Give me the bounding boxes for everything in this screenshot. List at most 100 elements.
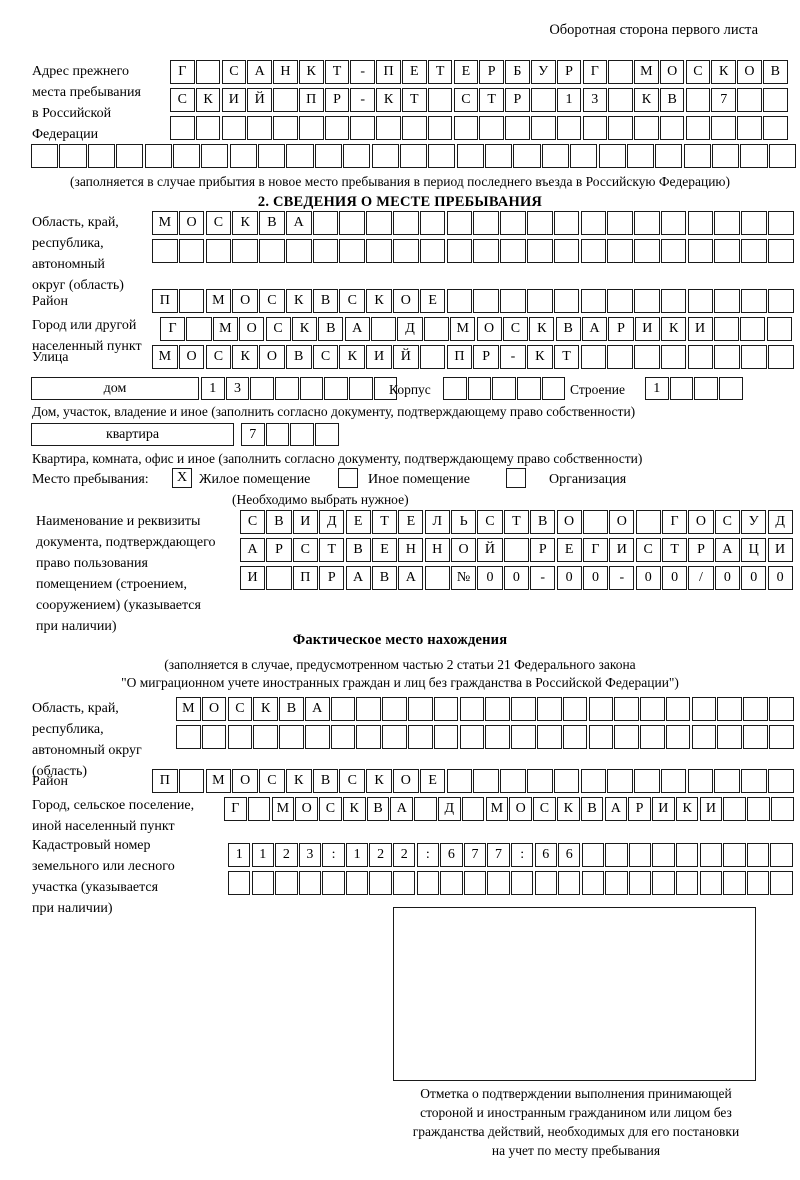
char-cell[interactable]: [286, 144, 314, 168]
char-cell[interactable]: 1: [251, 843, 274, 867]
char-cell[interactable]: [582, 510, 609, 534]
char-cell[interactable]: А: [285, 211, 312, 235]
char-cell[interactable]: [433, 697, 459, 721]
char-cell[interactable]: [324, 116, 350, 140]
char-cell[interactable]: М: [205, 769, 232, 793]
char-cell[interactable]: [687, 239, 714, 263]
char-cell[interactable]: [330, 725, 356, 749]
char-cell[interactable]: [553, 239, 580, 263]
char-cell[interactable]: М: [176, 697, 201, 721]
char-cell[interactable]: Л: [424, 510, 450, 534]
char-cell[interactable]: 1: [556, 88, 582, 112]
char-cell[interactable]: Г: [170, 60, 195, 84]
char-cell[interactable]: :: [416, 843, 440, 867]
char-cell[interactable]: Й: [477, 538, 503, 562]
s3-region-row-2[interactable]: [176, 725, 794, 749]
char-cell[interactable]: В: [312, 289, 339, 313]
char-cell[interactable]: [408, 697, 433, 721]
char-cell[interactable]: 2: [275, 843, 298, 867]
char-cell[interactable]: [683, 144, 711, 168]
char-cell[interactable]: [669, 377, 694, 400]
char-cell[interactable]: А: [304, 697, 330, 721]
char-cell[interactable]: :: [510, 843, 534, 867]
char-cell[interactable]: К: [285, 289, 312, 313]
char-cell[interactable]: [221, 116, 247, 140]
char-cell[interactable]: К: [529, 317, 555, 341]
char-cell[interactable]: О: [737, 60, 762, 84]
char-cell[interactable]: К: [232, 211, 258, 235]
char-cell[interactable]: [229, 144, 257, 168]
char-cell[interactable]: О: [393, 769, 419, 793]
char-cell[interactable]: [770, 797, 794, 821]
dom-label-box[interactable]: дом: [31, 377, 199, 400]
char-cell[interactable]: В: [762, 60, 788, 84]
char-cell[interactable]: В: [366, 797, 390, 821]
char-cell[interactable]: М: [485, 797, 509, 821]
char-cell[interactable]: В: [266, 510, 292, 534]
char-cell[interactable]: [580, 211, 607, 235]
char-cell[interactable]: И: [240, 566, 266, 590]
char-cell[interactable]: У: [741, 510, 767, 534]
char-cell[interactable]: [304, 725, 330, 749]
char-cell[interactable]: [500, 289, 526, 313]
char-cell[interactable]: М: [634, 60, 659, 84]
char-cell[interactable]: [747, 797, 770, 821]
char-cell[interactable]: [743, 697, 768, 721]
char-cell[interactable]: [228, 871, 251, 895]
char-cell[interactable]: 1: [228, 843, 251, 867]
stamp-area[interactable]: [393, 907, 756, 1081]
char-cell[interactable]: У: [530, 60, 556, 84]
char-cell[interactable]: [580, 239, 607, 263]
char-cell[interactable]: [536, 725, 562, 749]
char-cell[interactable]: [366, 211, 392, 235]
char-cell[interactable]: О: [688, 510, 714, 534]
char-cell[interactable]: [741, 769, 767, 793]
char-cell[interactable]: С: [227, 697, 253, 721]
char-cell[interactable]: Г: [582, 60, 608, 84]
char-cell[interactable]: Д: [767, 510, 793, 534]
char-cell[interactable]: [408, 725, 433, 749]
char-cell[interactable]: [530, 116, 556, 140]
char-cell[interactable]: [768, 697, 794, 721]
char-cell[interactable]: [719, 377, 743, 400]
char-cell[interactable]: [607, 345, 633, 369]
char-cell[interactable]: Б: [505, 60, 530, 84]
char-cell[interactable]: [195, 60, 221, 84]
char-cell[interactable]: О: [178, 345, 205, 369]
char-cell[interactable]: [628, 871, 652, 895]
char-cell[interactable]: Т: [553, 345, 580, 369]
char-cell[interactable]: [427, 116, 453, 140]
char-cell[interactable]: [366, 239, 392, 263]
char-cell[interactable]: /: [688, 566, 714, 590]
char-cell[interactable]: [717, 725, 742, 749]
char-cell[interactable]: [356, 725, 382, 749]
char-cell[interactable]: [665, 697, 691, 721]
char-cell[interactable]: [500, 211, 526, 235]
char-cell[interactable]: 0: [741, 566, 767, 590]
char-cell[interactable]: [699, 843, 722, 867]
char-cell[interactable]: О: [659, 60, 685, 84]
char-cell[interactable]: [714, 345, 740, 369]
char-cell[interactable]: А: [390, 797, 414, 821]
char-cell[interactable]: [265, 423, 290, 446]
char-cell[interactable]: [279, 725, 304, 749]
char-cell[interactable]: [500, 769, 526, 793]
char-cell[interactable]: Р: [479, 60, 504, 84]
char-cell[interactable]: [605, 843, 628, 867]
char-cell[interactable]: [723, 843, 746, 867]
char-cell[interactable]: [330, 697, 356, 721]
char-cell[interactable]: С: [240, 510, 266, 534]
char-cell[interactable]: С: [265, 317, 291, 341]
char-cell[interactable]: [634, 289, 660, 313]
char-cell[interactable]: О: [232, 289, 258, 313]
char-cell[interactable]: [315, 423, 339, 446]
char-cell[interactable]: [685, 88, 711, 112]
char-cell[interactable]: [746, 871, 770, 895]
char-cell[interactable]: [473, 769, 499, 793]
korpus-cells[interactable]: [443, 377, 566, 400]
char-cell[interactable]: 0: [582, 566, 609, 590]
char-cell[interactable]: [740, 144, 768, 168]
